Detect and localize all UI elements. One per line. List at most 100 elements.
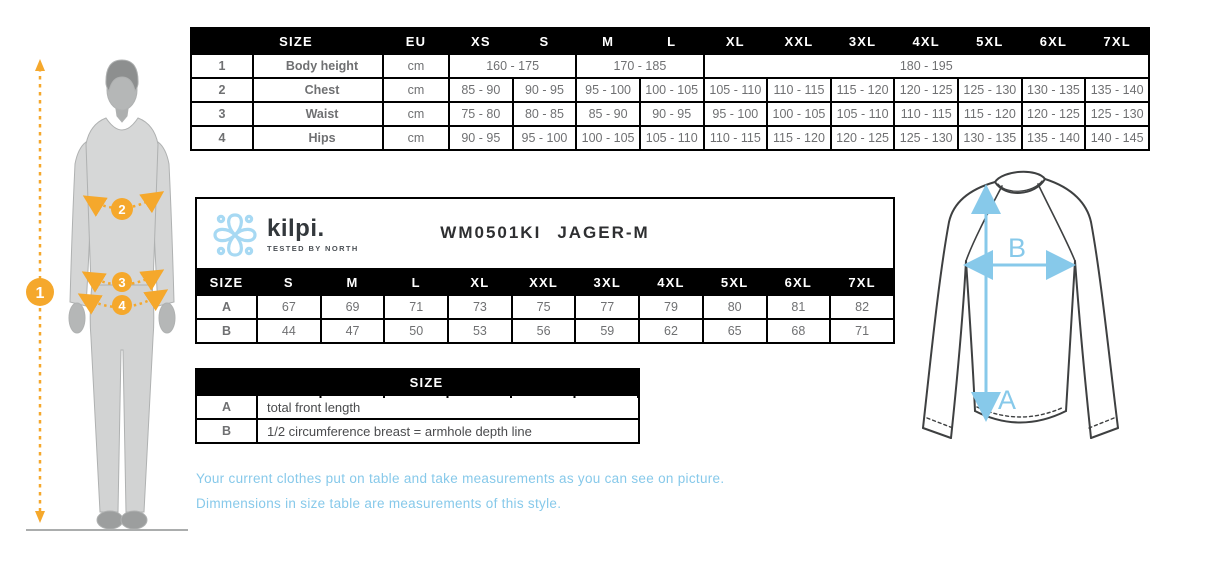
- table-row: 4 Hips cm 90 - 95 95 - 100 100 - 105 105…: [190, 125, 1150, 151]
- value-cell: 81: [765, 294, 832, 320]
- row-number: 1: [190, 53, 254, 79]
- value-cell: 53: [447, 318, 513, 344]
- shirt-measurement-diagram: A B: [922, 170, 1119, 439]
- value-cell: 68: [765, 318, 832, 344]
- range-cell: 90 - 95: [638, 101, 705, 127]
- table-row: A 67 69 71 73 75 77 79 80 81 82: [195, 294, 895, 320]
- row-number: 3: [190, 101, 254, 127]
- value-cell: 75: [510, 294, 577, 320]
- dimension-key: A: [195, 294, 258, 320]
- size-col-header: 6XL: [1020, 27, 1087, 55]
- range-cell: 115 - 120: [957, 101, 1023, 127]
- label-b: B: [1008, 233, 1026, 263]
- range-cell: 120 - 125: [1020, 101, 1087, 127]
- measurement-notes: Your current clothes put on table and ta…: [196, 466, 724, 516]
- row-number: 4: [190, 125, 254, 151]
- range-cell: 95 - 100: [575, 77, 641, 103]
- unit-cell: cm: [382, 53, 451, 79]
- size-col-header: 3XL: [829, 27, 896, 55]
- table-row: B 1/2 circumference breast = armhole dep…: [195, 418, 640, 444]
- size-col-header: 5XL: [701, 268, 768, 296]
- dimension-key: A: [195, 394, 258, 420]
- range-cell: 125 - 130: [957, 77, 1023, 103]
- value-cell: 44: [256, 318, 322, 344]
- marker-3: 3: [118, 275, 125, 290]
- range-cell: 90 - 95: [511, 77, 578, 103]
- range-cell: 130 - 135: [1020, 77, 1087, 103]
- value-cell: 59: [574, 318, 641, 344]
- size-col-header: 7XL: [829, 268, 895, 296]
- table-header-row: SIZE S M L XL XXL 3XL 4XL 5XL 6XL 7XL: [195, 268, 895, 296]
- row-label: Chest: [251, 77, 385, 103]
- dimension-description: total front length: [256, 394, 640, 420]
- size-col-header: 6XL: [765, 268, 832, 296]
- arrow-up-icon: [35, 59, 45, 71]
- body-measurement-figure: 1 2 3 4: [26, 59, 188, 531]
- range-cell: 135 - 140: [1084, 77, 1150, 103]
- size-header: SIZE: [195, 268, 258, 296]
- marker-2: 2: [118, 202, 125, 217]
- table-header-row: SIZE EU XS S M L XL XXL 3XL 4XL 5XL 6XL …: [189, 27, 1150, 55]
- range-cell: 90 - 95: [448, 125, 514, 151]
- range-cell: 120 - 125: [893, 77, 960, 103]
- range-cell: 105 - 110: [829, 101, 896, 127]
- range-cell: 115 - 120: [829, 77, 896, 103]
- garment-size-table: SIZE S M L XL XXL 3XL 4XL 5XL 6XL 7XL A …: [195, 268, 895, 344]
- measurement-markers: 1 2 3 4: [26, 198, 133, 315]
- eu-header: EU: [382, 27, 451, 55]
- range-cell: 80 - 85: [511, 101, 578, 127]
- label-a: A: [998, 385, 1016, 415]
- range-cell: 75 - 80: [448, 101, 514, 127]
- dimension-legend-table: SIZE A total front length B 1/2 circumfe…: [195, 368, 640, 444]
- table-header-row: SIZE: [195, 368, 640, 396]
- value-cell: 65: [701, 318, 768, 344]
- range-cell: 180 - 195: [702, 53, 1151, 79]
- marker-4: 4: [118, 298, 126, 313]
- range-cell: 85 - 90: [575, 101, 641, 127]
- range-cell: 160 - 175: [448, 53, 578, 79]
- range-cell: 85 - 90: [448, 77, 514, 103]
- range-cell: 100 - 105: [638, 77, 705, 103]
- range-cell: 125 - 130: [893, 125, 960, 151]
- size-col-header: S: [256, 268, 322, 296]
- range-cell: 110 - 115: [766, 77, 832, 103]
- brand-title-box: kilpi. TESTED BY NORTH WM0501KI JAGER-M: [195, 197, 895, 270]
- size-col-header: XL: [447, 268, 513, 296]
- row-label: Body height: [251, 53, 385, 79]
- size-col-header: M: [319, 268, 386, 296]
- value-cell: 50: [383, 318, 450, 344]
- man-silhouette: [68, 59, 176, 530]
- size-col-header: S: [511, 27, 578, 55]
- range-cell: 105 - 110: [638, 125, 705, 151]
- shirt-outline: [922, 170, 1119, 439]
- dimension-key: B: [195, 318, 258, 344]
- size-col-header: XS: [448, 27, 514, 55]
- marker-1: 1: [36, 285, 45, 302]
- value-cell: 67: [256, 294, 322, 320]
- size-header: SIZE: [189, 27, 385, 55]
- kilpi-knot-icon: [213, 213, 257, 257]
- dimension-key: B: [195, 418, 258, 444]
- size-col-header: 3XL: [574, 268, 641, 296]
- range-cell: 95 - 100: [511, 125, 578, 151]
- value-cell: 69: [319, 294, 386, 320]
- value-cell: 79: [638, 294, 704, 320]
- range-cell: 120 - 125: [829, 125, 896, 151]
- range-cell: 170 - 185: [575, 53, 705, 79]
- body-measurements-table: SIZE EU XS S M L XL XXL 3XL 4XL 5XL 6XL …: [189, 27, 1151, 151]
- note-line-2: Dimmensions in size table are measuremen…: [196, 496, 562, 511]
- product-code: WM0501KI: [440, 223, 542, 242]
- range-cell: 100 - 105: [575, 125, 641, 151]
- row-number: 2: [190, 77, 254, 103]
- range-cell: 140 - 145: [1084, 125, 1150, 151]
- size-col-header: L: [638, 27, 705, 55]
- note-line-1: Your current clothes put on table and ta…: [196, 471, 725, 486]
- size-col-header: 5XL: [957, 27, 1023, 55]
- unit-cell: cm: [382, 101, 451, 127]
- unit-cell: cm: [382, 125, 451, 151]
- table-row: A total front length: [195, 394, 640, 420]
- brand-tagline: TESTED BY NORTH: [267, 244, 359, 253]
- value-cell: 47: [319, 318, 386, 344]
- range-cell: 130 - 135: [957, 125, 1023, 151]
- dimension-description: 1/2 circumference breast = armhole depth…: [256, 418, 640, 444]
